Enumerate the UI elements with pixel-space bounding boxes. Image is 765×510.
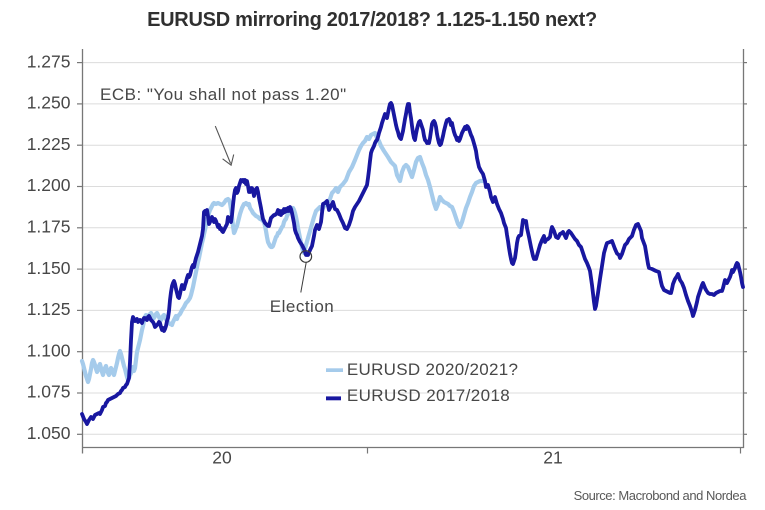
svg-text:20: 20 (212, 448, 232, 468)
svg-text:1.125: 1.125 (27, 299, 71, 319)
svg-text:ECB: "You shall not pass 1.20": ECB: "You shall not pass 1.20" (100, 85, 347, 104)
svg-text:21: 21 (543, 448, 562, 468)
svg-text:1.050: 1.050 (27, 423, 71, 443)
svg-text:1.100: 1.100 (27, 340, 71, 360)
svg-text:EURUSD 2020/2021?: EURUSD 2020/2021? (347, 360, 518, 379)
svg-text:1.250: 1.250 (27, 93, 71, 113)
svg-text:1.200: 1.200 (27, 175, 71, 195)
svg-text:1.175: 1.175 (27, 217, 71, 237)
svg-text:1.225: 1.225 (27, 134, 71, 154)
svg-text:1.075: 1.075 (27, 382, 71, 402)
svg-text:Source: Macrobond and Nordea: Source: Macrobond and Nordea (574, 488, 748, 503)
svg-text:1.150: 1.150 (27, 258, 71, 278)
svg-text:Election: Election (270, 297, 334, 316)
svg-text:EURUSD 2017/2018: EURUSD 2017/2018 (347, 386, 510, 405)
svg-text:EURUSD mirroring 2017/2018? 1.: EURUSD mirroring 2017/2018? 1.125-1.150 … (147, 9, 597, 31)
svg-text:1.275: 1.275 (27, 51, 71, 71)
